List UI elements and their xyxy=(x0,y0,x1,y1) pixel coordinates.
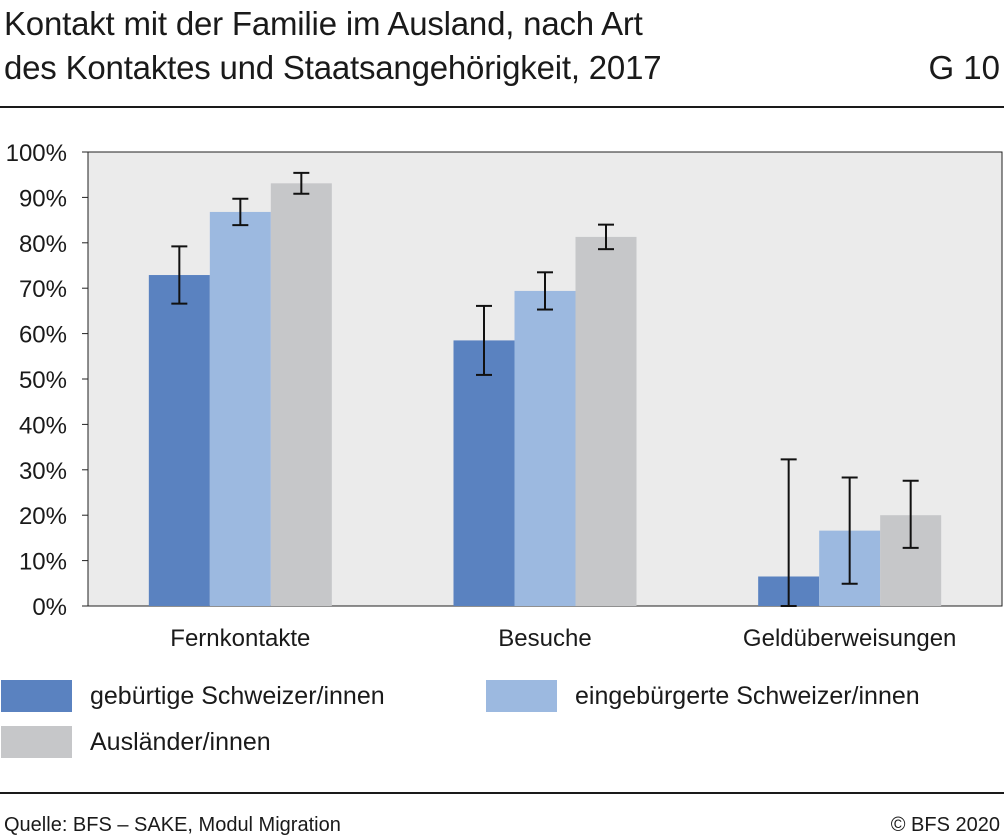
x-tick-label: Geldüberweisungen xyxy=(743,625,956,652)
bar-1-0 xyxy=(453,340,515,606)
title-rule xyxy=(0,106,1004,108)
y-tick-label: 30% xyxy=(19,458,67,485)
y-tick-label: 40% xyxy=(19,412,67,439)
legend-label: gebürtige Schweizer/innen xyxy=(90,681,385,710)
graphic-number: G 10 xyxy=(928,49,1000,86)
legend-swatch xyxy=(486,680,557,712)
chart-title: Kontakt mit der Familie im Ausland, nach… xyxy=(4,2,662,90)
y-tick-label: 60% xyxy=(19,322,67,349)
copyright-note: © BFS 2020 xyxy=(890,814,1000,836)
legend-item-auslaender: Ausländer/innen xyxy=(1,726,271,758)
bar-1-1 xyxy=(514,290,576,606)
y-tick-label: 100% xyxy=(6,140,67,167)
bar-0-0 xyxy=(148,275,210,606)
y-tick-label: 10% xyxy=(19,549,67,576)
y-tick-label: 50% xyxy=(19,367,67,394)
bar-chart: 0% 10% 20% 30% 40% 50% 60% 70% 80% 90% 100% Fernko… xyxy=(6,140,1003,652)
y-tick-label: 0% xyxy=(32,594,67,621)
y-tick-label: 90% xyxy=(19,185,67,212)
x-tick-label: Fernkontakte xyxy=(170,625,310,652)
legend-label: Ausländer/innen xyxy=(90,727,271,756)
footer-rule xyxy=(0,792,1004,794)
y-tick-label: 80% xyxy=(19,231,67,258)
bar-0-1 xyxy=(209,211,271,607)
bar-0-2 xyxy=(270,183,332,607)
y-tick-label: 70% xyxy=(19,276,67,303)
title-line-2: des Kontaktes und Staatsangehörigkeit, 2… xyxy=(4,49,662,86)
legend-swatch xyxy=(1,726,72,758)
x-tick-label: Besuche xyxy=(498,625,591,652)
bar-1-2 xyxy=(575,236,637,606)
y-tick-label: 20% xyxy=(19,503,67,530)
title-line-1: Kontakt mit der Familie im Ausland, nach… xyxy=(4,5,643,42)
legend-label: eingebürgerte Schweizer/innen xyxy=(575,681,920,710)
source-note: Quelle: BFS – SAKE, Modul Migration xyxy=(4,814,341,836)
legend-swatch xyxy=(1,680,72,712)
legend-item-gebuertige: gebürtige Schweizer/innen xyxy=(1,680,385,712)
legend-item-eingebuergerte: eingebürgerte Schweizer/innen xyxy=(486,680,920,712)
